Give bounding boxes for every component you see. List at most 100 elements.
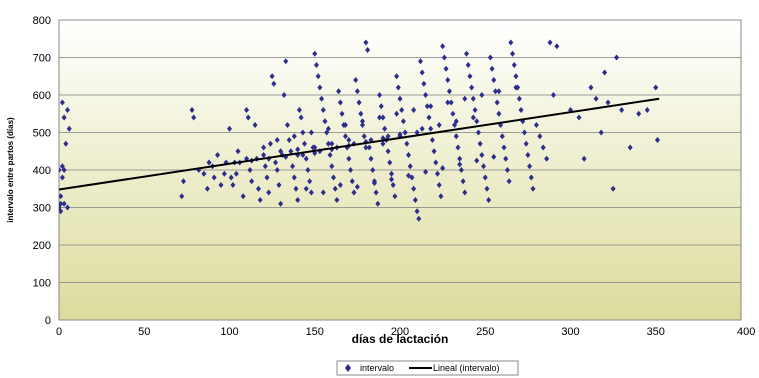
- data-point: [59, 204, 62, 211]
- data-point: [319, 95, 325, 102]
- data-point: [382, 125, 388, 132]
- data-point: [281, 92, 287, 98]
- data-point: [450, 110, 456, 117]
- data-point: [654, 137, 660, 143]
- data-point: [61, 114, 67, 121]
- data-point: [305, 167, 311, 173]
- data-point: [59, 200, 64, 207]
- data-point: [440, 165, 446, 172]
- data-point: [448, 99, 454, 106]
- data-point: [423, 92, 429, 98]
- y-tick-label: 0: [45, 315, 51, 327]
- data-point: [283, 58, 289, 65]
- data-point: [284, 122, 290, 128]
- data-point: [356, 99, 362, 106]
- data-point: [395, 84, 401, 91]
- data-point: [252, 122, 258, 128]
- data-point: [380, 114, 386, 121]
- data-point: [653, 84, 659, 91]
- data-point: [479, 152, 485, 158]
- data-point: [366, 144, 372, 151]
- data-point: [406, 152, 412, 158]
- data-point: [388, 176, 394, 183]
- data-point: [308, 129, 314, 136]
- data-point: [312, 50, 318, 57]
- legend: intervalo Lineal (intervalo): [336, 360, 519, 376]
- data-point: [363, 144, 369, 151]
- data-point: [255, 185, 261, 192]
- data-point: [516, 95, 522, 102]
- data-point: [288, 148, 294, 155]
- data-point: [63, 140, 69, 147]
- data-point: [385, 148, 391, 155]
- data-point: [436, 122, 442, 128]
- data-point: [460, 178, 466, 185]
- data-point: [431, 148, 437, 155]
- data-point: [496, 88, 502, 95]
- data-point: [201, 170, 207, 177]
- legend-trend-label: Lineal (intervalo): [433, 363, 500, 373]
- legend-series-label: intervalo: [360, 363, 394, 373]
- data-point: [523, 140, 529, 147]
- data-point: [614, 54, 620, 61]
- data-point: [419, 69, 425, 76]
- data-point: [59, 99, 65, 106]
- data-point: [484, 185, 490, 192]
- data-point: [377, 92, 383, 98]
- data-point: [59, 174, 65, 181]
- data-point: [312, 144, 318, 151]
- data-point: [429, 137, 435, 143]
- data-point: [375, 200, 381, 207]
- data-point: [402, 129, 408, 136]
- data-point: [511, 62, 517, 68]
- data-point: [462, 189, 468, 196]
- x-tick-label: 0: [56, 326, 62, 338]
- data-point: [295, 146, 301, 153]
- data-point: [544, 155, 550, 162]
- data-point: [506, 178, 512, 185]
- trendline-group: [58, 97, 660, 191]
- data-point: [373, 189, 379, 196]
- y-axis-label: intervalo entre partos (días): [6, 117, 15, 223]
- data-point: [269, 73, 275, 80]
- y-tick-label: 700: [33, 53, 51, 65]
- data-point: [291, 133, 297, 140]
- data-point: [482, 174, 488, 181]
- data-point: [504, 167, 510, 173]
- data-point: [619, 107, 625, 113]
- data-point: [416, 215, 422, 222]
- data-point: [363, 39, 369, 46]
- data-point: [180, 178, 186, 185]
- data-point: [371, 180, 377, 187]
- data-point: [266, 189, 272, 196]
- data-point: [487, 54, 493, 61]
- y-tick-labels: 0 100 200 300 400 500 600 700 800: [33, 15, 51, 327]
- data-point: [331, 174, 337, 181]
- data-point: [274, 167, 280, 173]
- data-point: [486, 197, 492, 203]
- data-point: [66, 125, 72, 132]
- data-point: [179, 193, 185, 200]
- data-point: [528, 174, 534, 181]
- data-point: [392, 193, 398, 200]
- data-point: [477, 140, 483, 147]
- data-point: [417, 58, 423, 65]
- data-point: [215, 152, 221, 158]
- data-point: [261, 152, 267, 158]
- data-point: [428, 125, 434, 132]
- data-point: [453, 133, 459, 140]
- data-point: [354, 183, 360, 190]
- data-point: [397, 95, 403, 102]
- data-point: [441, 54, 447, 61]
- data-point: [525, 152, 531, 158]
- data-point: [479, 92, 485, 98]
- data-point: [411, 107, 417, 113]
- data-point: [227, 125, 232, 132]
- data-point: [627, 144, 633, 151]
- data-point: [501, 144, 507, 151]
- data-point: [329, 163, 335, 170]
- data-point: [455, 144, 461, 151]
- data-point: [513, 73, 519, 80]
